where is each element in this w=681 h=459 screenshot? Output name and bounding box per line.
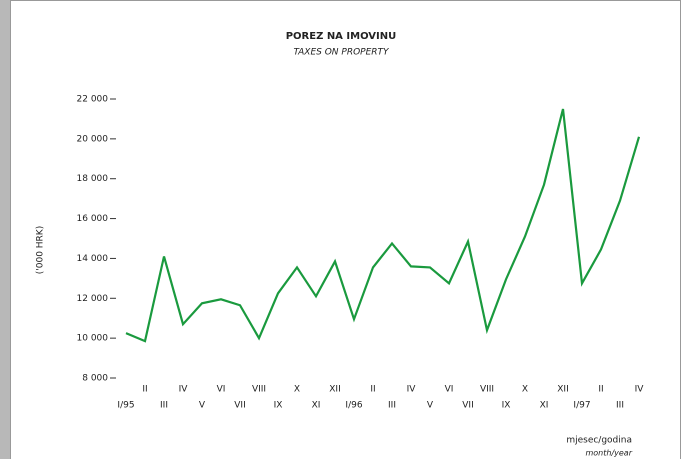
x-tick-label: I/97 xyxy=(573,401,590,411)
x-tick-label: V xyxy=(427,401,434,411)
y-tick-label: 18 000 xyxy=(77,174,109,184)
frame xyxy=(10,0,681,459)
y-tick-label: 12 000 xyxy=(77,294,109,304)
x-tick-label: IX xyxy=(274,401,283,411)
x-tick-label: II xyxy=(370,385,375,395)
x-tick-label: X xyxy=(294,385,300,395)
y-tick-label: 22 000 xyxy=(77,95,109,105)
x-tick-label: VIII xyxy=(252,385,266,395)
x-tick-label: III xyxy=(388,401,396,411)
x-axis-label: mjesec/godina xyxy=(566,436,632,446)
chart-subtitle: TAXES ON PROPERTY xyxy=(293,48,390,58)
y-tick-label: 14 000 xyxy=(77,254,109,264)
x-axis-sublabel: month/year xyxy=(585,449,632,458)
x-tick-label: IV xyxy=(179,385,189,395)
x-tick-label: I/96 xyxy=(345,401,362,411)
y-axis-label: ('000 HRK) xyxy=(36,226,46,274)
x-tick-label: XI xyxy=(312,401,321,411)
side-bar xyxy=(0,0,10,459)
x-tick-label: IV xyxy=(407,385,417,395)
y-tick-label: 16 000 xyxy=(77,214,109,224)
x-tick-label: XI xyxy=(540,401,549,411)
x-tick-label: XII xyxy=(557,385,568,395)
x-tick-label: II xyxy=(142,385,147,395)
x-tick-label: IX xyxy=(502,401,511,411)
y-tick-label: 10 000 xyxy=(77,334,109,344)
data-line xyxy=(125,108,641,343)
x-tick-label: VII xyxy=(234,401,245,411)
x-tick-label: VIII xyxy=(480,385,494,395)
x-tick-label: III xyxy=(616,401,624,411)
x-tick-label: I/95 xyxy=(117,401,134,411)
y-tick-label: 20 000 xyxy=(77,134,109,144)
x-tick-label: IV xyxy=(635,385,645,395)
x-tick-label: III xyxy=(160,401,168,411)
x-tick-label: II xyxy=(598,385,603,395)
x-tick-label: V xyxy=(199,401,206,411)
x-tick-label: VI xyxy=(445,385,454,395)
x-tick-label: X xyxy=(522,385,528,395)
y-tick-label: 8 000 xyxy=(82,374,108,384)
x-tick-label: VI xyxy=(217,385,226,395)
x-tick-label: XII xyxy=(329,385,340,395)
chart-title: POREZ NA IMOVINU xyxy=(286,31,397,42)
x-tick-label: VII xyxy=(462,401,473,411)
